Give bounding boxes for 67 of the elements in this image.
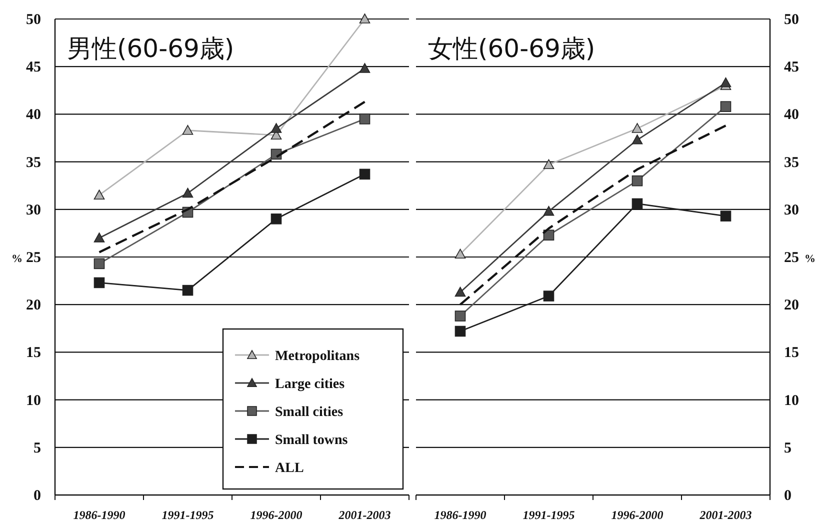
legend-label: ALL xyxy=(275,461,304,476)
point xyxy=(720,210,732,222)
x-tick-label: 1996-2000 xyxy=(250,508,302,522)
point xyxy=(543,230,554,241)
y-tick-label: 30 xyxy=(26,202,41,218)
point xyxy=(359,168,370,180)
point xyxy=(720,77,732,88)
point xyxy=(270,214,282,224)
y-tick-label: 10 xyxy=(26,392,41,409)
y-tick-label: 50 xyxy=(26,12,41,28)
legend-label: Small cities xyxy=(275,405,344,420)
legend-label: Metropolitans xyxy=(275,349,360,364)
point xyxy=(182,188,194,198)
y-tick-label: 35 xyxy=(784,154,799,171)
y-tick-label: 45 xyxy=(784,60,799,76)
y-tick-label: 5 xyxy=(784,440,792,456)
y-axis-title: % xyxy=(12,253,22,265)
y-tick-label: 20 xyxy=(784,298,799,314)
y-tick-label: 40 xyxy=(784,107,799,124)
y-tick-label: 35 xyxy=(26,154,41,171)
y-tick-label: 25 xyxy=(784,250,799,266)
x-tick-label: 2001-2003 xyxy=(698,508,752,522)
point xyxy=(454,286,466,297)
point xyxy=(94,232,105,242)
point xyxy=(94,277,105,288)
point xyxy=(359,14,370,24)
point xyxy=(182,284,194,296)
y-tick-label: 5 xyxy=(34,440,41,456)
point xyxy=(454,310,466,322)
legend-label: Small towns xyxy=(275,433,348,448)
point xyxy=(543,206,554,216)
point xyxy=(270,123,282,133)
point xyxy=(543,290,554,302)
y-tick-label: 40 xyxy=(26,107,41,124)
y-axis-title: % xyxy=(804,253,816,265)
y-tick-label: 20 xyxy=(26,298,41,314)
point xyxy=(632,123,643,133)
y-tick-label: 25 xyxy=(26,250,41,266)
x-tick-label: 1996-2000 xyxy=(611,508,664,522)
point xyxy=(182,124,194,135)
x-tick-label: 2001-2003 xyxy=(338,508,391,522)
point xyxy=(94,190,105,200)
x-tick-label: 1991-1995 xyxy=(522,508,575,522)
point xyxy=(454,326,466,337)
y-tick-label: 15 xyxy=(784,345,799,362)
y-tick-label: 45 xyxy=(26,60,41,76)
point xyxy=(632,198,643,210)
y-tick-label: 10 xyxy=(784,392,799,409)
y-tick-label: 15 xyxy=(26,345,41,362)
point xyxy=(543,159,554,170)
point xyxy=(454,248,466,259)
point xyxy=(720,101,732,112)
point xyxy=(632,175,643,186)
point xyxy=(359,114,370,124)
text: 男性(60-69歳) xyxy=(67,34,234,63)
x-tick-label: 1986-1990 xyxy=(73,508,126,522)
y-tick-label: 50 xyxy=(784,12,799,28)
x-tick-label: 1991-1995 xyxy=(162,508,214,522)
text: 女性(60-69歳) xyxy=(428,34,596,63)
point xyxy=(94,258,105,270)
x-tick-label: 1986-1990 xyxy=(434,508,486,522)
y-tick-label: 30 xyxy=(784,202,799,218)
legend-label: Large cities xyxy=(275,377,346,392)
point xyxy=(359,63,370,73)
y-tick-label: 0 xyxy=(784,488,792,504)
point xyxy=(632,134,643,144)
y-tick-label: 0 xyxy=(34,488,41,504)
